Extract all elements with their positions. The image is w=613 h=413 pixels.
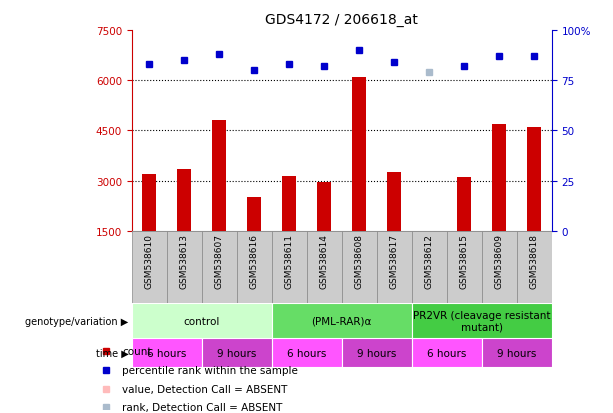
Text: 6 hours: 6 hours (147, 348, 186, 358)
Text: genotype/variation ▶: genotype/variation ▶ (26, 316, 129, 326)
Bar (282, 176, 296, 231)
Text: percentile rank within the sample: percentile rank within the sample (122, 365, 298, 375)
Bar (142, 175, 156, 231)
Bar (202, 339, 272, 368)
Bar (352, 78, 366, 231)
Bar (272, 339, 342, 368)
Bar (482, 339, 552, 368)
Text: 9 hours: 9 hours (497, 348, 536, 358)
Bar (272, 304, 412, 339)
Bar (202, 231, 237, 304)
Bar (318, 183, 331, 231)
Bar (377, 231, 412, 304)
Bar (132, 304, 272, 339)
Bar (247, 198, 261, 231)
Bar (422, 231, 436, 261)
Text: GSM538614: GSM538614 (320, 233, 329, 288)
Bar (412, 304, 552, 339)
Text: GSM538613: GSM538613 (180, 233, 189, 288)
Bar (132, 231, 167, 304)
Text: GSM538607: GSM538607 (215, 233, 224, 288)
Text: count: count (122, 347, 151, 356)
Text: (PML-RAR)α: (PML-RAR)α (311, 316, 372, 326)
Text: GSM538617: GSM538617 (390, 233, 398, 288)
Bar (517, 231, 552, 304)
Text: 9 hours: 9 hours (357, 348, 397, 358)
Bar (412, 339, 482, 368)
Bar (212, 121, 226, 231)
Text: GSM538615: GSM538615 (460, 233, 469, 288)
Bar (447, 231, 482, 304)
Bar (457, 178, 471, 231)
Text: 6 hours: 6 hours (287, 348, 327, 358)
Bar (177, 169, 191, 231)
Text: GSM538611: GSM538611 (285, 233, 294, 288)
Text: value, Detection Call = ABSENT: value, Detection Call = ABSENT (122, 384, 287, 394)
Text: 9 hours: 9 hours (217, 348, 256, 358)
Bar (482, 231, 517, 304)
Bar (167, 231, 202, 304)
Text: time ▶: time ▶ (96, 348, 129, 358)
Text: rank, Detection Call = ABSENT: rank, Detection Call = ABSENT (122, 403, 283, 413)
Text: GSM538609: GSM538609 (495, 233, 504, 288)
Bar (272, 231, 306, 304)
Bar (387, 173, 402, 231)
Text: PR2VR (cleavage resistant
mutant): PR2VR (cleavage resistant mutant) (413, 310, 550, 332)
Text: GSM538610: GSM538610 (145, 233, 154, 288)
Bar (342, 339, 412, 368)
Text: GSM538616: GSM538616 (249, 233, 259, 288)
Bar (492, 124, 506, 231)
Bar (412, 231, 447, 304)
Bar (132, 339, 202, 368)
Text: GSM538608: GSM538608 (355, 233, 364, 288)
Bar (527, 128, 541, 231)
Text: GSM538612: GSM538612 (425, 233, 434, 288)
Bar (306, 231, 342, 304)
Bar (237, 231, 272, 304)
Text: 6 hours: 6 hours (427, 348, 466, 358)
Text: GSM538618: GSM538618 (530, 233, 539, 288)
Title: GDS4172 / 206618_at: GDS4172 / 206618_at (265, 13, 418, 27)
Bar (342, 231, 377, 304)
Text: control: control (183, 316, 220, 326)
